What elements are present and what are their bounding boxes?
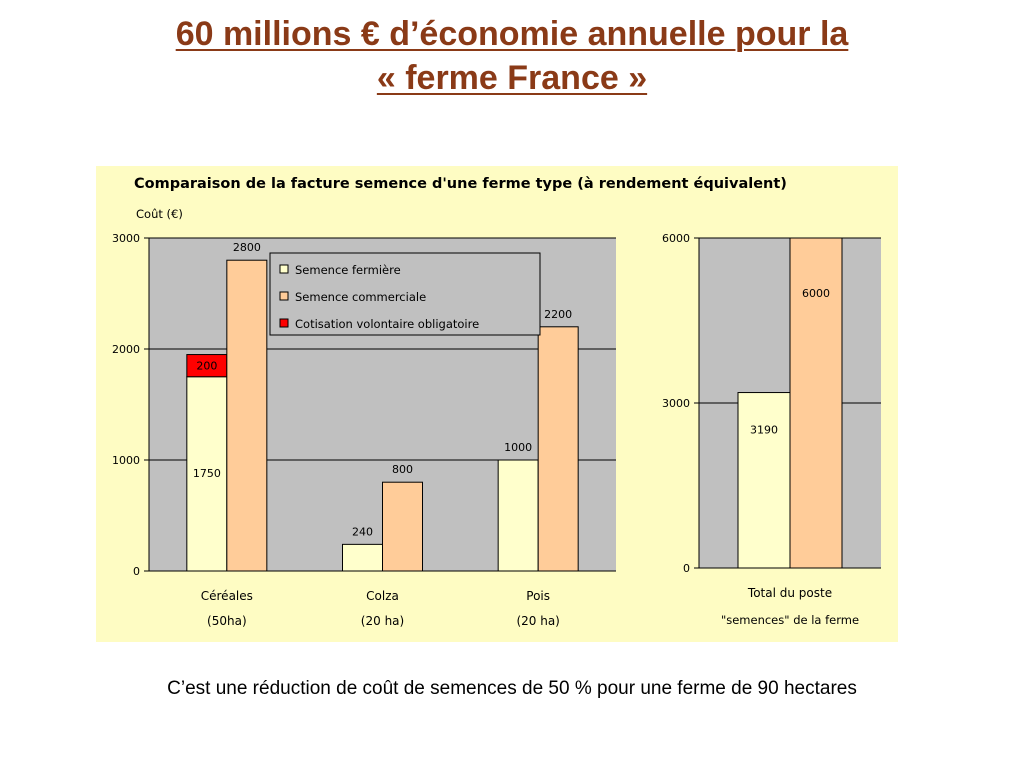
data-label-semence-commerciale: 2200 xyxy=(544,308,572,321)
right-y-tick-label: 3000 xyxy=(662,397,690,410)
bar-chart-svg: Comparaison de la facture semence d'une … xyxy=(96,166,898,642)
legend-swatch xyxy=(279,291,289,301)
legend-swatch xyxy=(279,318,289,328)
bar-semence-commerciale xyxy=(226,259,268,572)
legend-label: Cotisation volontaire obligatoire xyxy=(295,317,479,331)
left-y-tick-label: 0 xyxy=(133,565,140,578)
bar-semence-commerciale xyxy=(382,481,423,572)
data-label-semence-fermiere: 1000 xyxy=(504,441,532,454)
x-category-sublabel: (20 ha) xyxy=(361,614,404,628)
x-category-sublabel: "semences" de la ferme xyxy=(721,613,859,627)
slide-title: 60 millions € d’économie annuelle pour l… xyxy=(0,12,1024,100)
data-label-semence-fermiere: 1750 xyxy=(193,467,221,480)
bar-semence-fermiere xyxy=(497,459,539,572)
left-y-tick-label: 2000 xyxy=(112,343,140,356)
chart-title: Comparaison de la facture semence d'une … xyxy=(134,176,787,192)
legend-label: Semence fermière xyxy=(295,263,401,277)
bar-semence-fermiere xyxy=(342,543,383,572)
data-label-semence-commerciale: 800 xyxy=(392,463,413,476)
data-label-total-commerciale: 6000 xyxy=(802,287,830,300)
right-y-tick-label: 6000 xyxy=(662,232,690,245)
x-category-label: Total du poste xyxy=(747,586,832,600)
slide-caption: C’est une réduction de coût de semences … xyxy=(167,678,857,699)
chart-panel: Comparaison de la facture semence d'une … xyxy=(96,166,898,642)
data-label-total-fermiere: 3190 xyxy=(750,424,778,437)
x-category-label: Colza xyxy=(366,589,399,603)
bar-total-semence-commerciale xyxy=(789,237,843,569)
legend-swatch xyxy=(279,264,289,274)
legend-label: Semence commerciale xyxy=(295,290,426,304)
data-label-semence-commerciale: 2800 xyxy=(233,241,261,254)
left-y-tick-label: 3000 xyxy=(112,232,140,245)
slide-title-line2: « ferme France » xyxy=(376,59,648,97)
x-category-sublabel: (50ha) xyxy=(207,614,247,628)
legend: Semence fermière Semence commerciale Cotis… xyxy=(269,252,541,336)
slide-title-line1: 60 millions € d’économie annuelle pour l… xyxy=(175,15,849,53)
right-y-tick-label: 0 xyxy=(683,562,690,575)
x-category-sublabel: (20 ha) xyxy=(516,614,559,628)
bar-total-semence-fermiere xyxy=(737,392,791,569)
x-category-label: Pois xyxy=(526,589,550,603)
left-y-tick-label: 1000 xyxy=(112,454,140,467)
x-category-label: Céréales xyxy=(201,589,253,603)
data-label-semence-fermiere: 240 xyxy=(352,525,373,538)
data-label-cotisation: 200 xyxy=(196,360,217,373)
y-axis-label: Coût (€) xyxy=(136,207,183,221)
legend-box xyxy=(269,252,541,336)
bar-semence-commerciale xyxy=(537,326,579,572)
